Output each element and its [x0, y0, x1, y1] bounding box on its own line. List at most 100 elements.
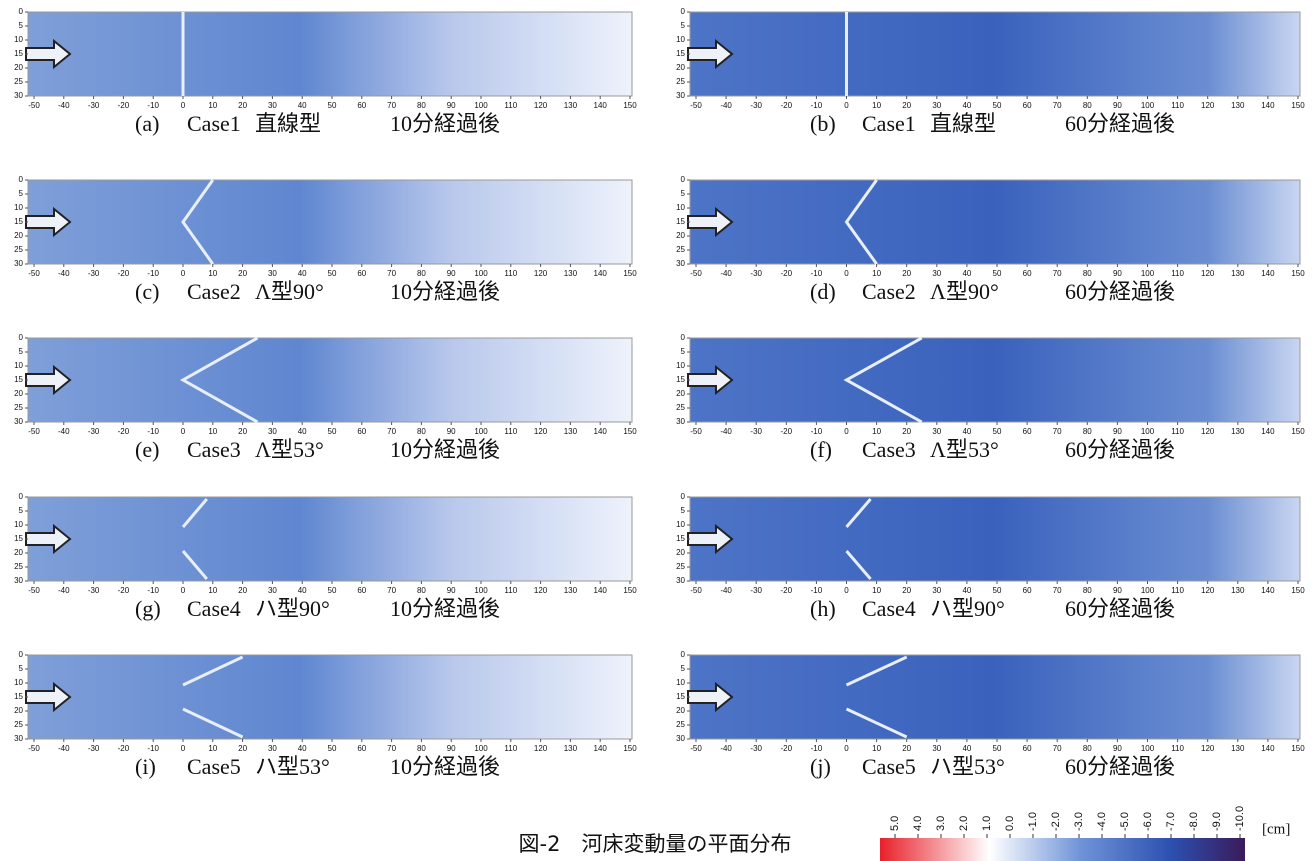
- x-tick-label: 30: [932, 101, 941, 110]
- x-tick-label: 110: [1171, 744, 1184, 753]
- bed-map: [689, 496, 1301, 582]
- panel-case: Case3: [862, 437, 916, 462]
- x-tick-label: -10: [811, 744, 823, 753]
- x-tick-label: 70: [1053, 101, 1062, 110]
- y-tick-label: 5: [681, 21, 686, 30]
- x-tick-label: 130: [564, 586, 578, 595]
- colorbar-tick-label: -4.0: [1096, 812, 1108, 831]
- panel-time: 10分経過後: [390, 111, 500, 136]
- x-tick-label: 70: [387, 269, 396, 278]
- panel-case: Case1: [862, 111, 916, 136]
- panel: -50 -40 -30 -20 -10 0 10 20 30 40 50 60 70 80 90 100 110…: [14, 492, 637, 621]
- x-tick-label: 130: [564, 101, 578, 110]
- panel-label: (a): [135, 111, 159, 136]
- x-tick-label: 130: [564, 269, 578, 278]
- x-tick-label: 10: [872, 427, 881, 436]
- panel: -50 -40 -30 -20 -10 0 10 20 30 40 50 60 70 80 90 100 110…: [676, 650, 1305, 779]
- x-tick-label: 30: [268, 744, 277, 753]
- x-tick-label: -40: [58, 269, 70, 278]
- x-tick-label: 140: [594, 427, 608, 436]
- y-tick-label: 0: [681, 650, 686, 659]
- x-tick-label: 90: [447, 269, 456, 278]
- x-tick-label: 80: [417, 744, 426, 753]
- x-tick-label: -50: [28, 744, 40, 753]
- structure: [845, 655, 908, 687]
- x-tick-label: 50: [993, 744, 1002, 753]
- x-tick-label: 20: [902, 101, 911, 110]
- x-tick-label: 100: [474, 744, 488, 753]
- panel-shape: ハ型53°: [930, 754, 1005, 779]
- y-tick-label: 30: [14, 417, 23, 426]
- x-tick-label: 20: [238, 586, 247, 595]
- x-tick-label: -20: [781, 101, 793, 110]
- x-tick-label: 60: [1023, 427, 1032, 436]
- panel-shape: Λ型90°: [930, 279, 999, 304]
- x-tick-label: 70: [387, 101, 396, 110]
- x-tick-label: 60: [1023, 586, 1032, 595]
- bed-map: [27, 654, 633, 740]
- x-tick-label: 120: [534, 744, 548, 753]
- panel-label: (f): [810, 437, 832, 462]
- x-tick-label: 50: [328, 101, 337, 110]
- x-tick-label: 140: [1261, 101, 1275, 110]
- x-tick-label: -40: [58, 744, 70, 753]
- x-tick-label: -30: [88, 744, 100, 753]
- y-tick-label: 25: [14, 403, 23, 412]
- x-tick-label: -40: [720, 101, 732, 110]
- panel-label: (b): [810, 111, 836, 136]
- panel-shape: Λ型53°: [255, 437, 324, 462]
- bed-map: [689, 11, 1301, 97]
- structure: [181, 550, 208, 580]
- y-tick-label: 15: [676, 692, 685, 701]
- x-tick-label: -40: [58, 427, 70, 436]
- x-tick-label: 90: [447, 101, 456, 110]
- x-tick-label: 0: [844, 586, 849, 595]
- x-tick-label: 90: [447, 427, 456, 436]
- y-tick-label: 15: [14, 692, 23, 701]
- x-tick-label: 50: [328, 744, 337, 753]
- colorbar-unit: [cm]: [1262, 821, 1290, 837]
- x-tick-label: 40: [962, 101, 971, 110]
- structure: [843, 336, 923, 424]
- x-tick-label: -50: [28, 427, 40, 436]
- x-tick-label: -20: [118, 269, 130, 278]
- x-tick-label: 50: [993, 101, 1002, 110]
- x-tick-label: 40: [962, 586, 971, 595]
- panel-shape: 直線型: [930, 111, 996, 136]
- figure-caption: 図-2 河床変動量の平面分布: [519, 832, 792, 856]
- x-tick-label: 130: [1231, 586, 1245, 595]
- flow-arrow: [687, 364, 734, 396]
- x-tick-label: 10: [208, 101, 217, 110]
- x-tick-label: 0: [181, 427, 186, 436]
- y-tick-label: 25: [676, 77, 685, 86]
- y-tick-label: 15: [14, 375, 23, 384]
- x-tick-label: 60: [357, 269, 366, 278]
- x-tick-label: 150: [623, 269, 637, 278]
- x-tick-label: 90: [1113, 744, 1122, 753]
- x-tick-label: 130: [564, 427, 578, 436]
- x-tick-label: -10: [811, 427, 823, 436]
- x-tick-label: 130: [1231, 744, 1245, 753]
- colorbar-tick-label: 0.0: [1004, 816, 1016, 831]
- x-tick-label: 120: [534, 586, 548, 595]
- x-tick-label: 90: [1113, 427, 1122, 436]
- x-tick-label: 10: [872, 586, 881, 595]
- y-tick-label: 30: [14, 576, 23, 585]
- x-tick-label: -20: [118, 744, 130, 753]
- y-tick-label: 5: [681, 347, 686, 356]
- x-tick-label: 30: [268, 586, 277, 595]
- y-tick-label: 30: [676, 576, 685, 585]
- x-tick-label: 50: [328, 269, 337, 278]
- x-tick-label: -30: [750, 101, 762, 110]
- y-tick-label: 10: [14, 203, 23, 212]
- x-tick-label: 70: [1053, 586, 1062, 595]
- panel-time: 60分経過後: [1065, 754, 1175, 779]
- bed-map: [27, 337, 633, 423]
- x-tick-label: -10: [147, 101, 159, 110]
- panel-label: (i): [135, 754, 156, 779]
- x-tick-label: 90: [1113, 269, 1122, 278]
- panel: -50 -40 -30 -20 -10 0 10 20 30 40 50 60 70 80 90 100 110…: [676, 7, 1305, 136]
- x-tick-label: 100: [1141, 101, 1155, 110]
